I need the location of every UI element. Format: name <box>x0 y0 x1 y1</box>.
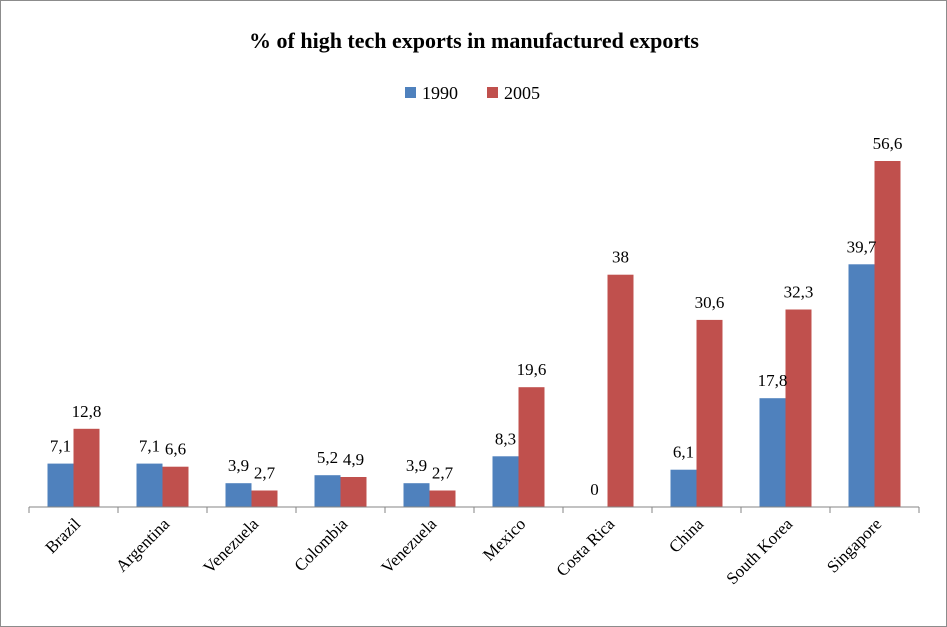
data-label-1990-colombia-3: 5,2 <box>317 448 338 467</box>
x-axis-tick-labels: Brazil Argentina Venezuela Colombia Venezuel… <box>42 514 886 588</box>
x-tick-label-china-7: China <box>665 514 707 556</box>
bar-2005-costa-rica-6 <box>607 274 634 507</box>
data-labels-group: 7,112,87,1 6,63,9 2,75,2 4,9 3,9 2,78,319,603… <box>50 134 903 499</box>
legend-label-2005: 2005 <box>504 83 540 103</box>
bars-group <box>47 161 901 507</box>
bar-1990-china-7 <box>670 469 697 507</box>
bar-2005-brazil-0 <box>73 428 100 507</box>
data-label-1990-south-korea-8: 17,8 <box>758 371 788 390</box>
x-tick-label-argentina-1: Argentina <box>112 514 174 576</box>
bar-2005-colombia-3 <box>340 477 367 507</box>
data-label-1990-mexico-5: 8,3 <box>495 429 516 448</box>
x-tick-label-costa-rica-6: Costa Rica <box>552 514 618 580</box>
data-label-1990-costa-rica-6: 0 <box>590 480 599 499</box>
bar-2005-china-7 <box>696 319 723 507</box>
bar-1990-colombia-3 <box>314 475 341 507</box>
bar-1990-venezuela-2 <box>225 483 252 507</box>
x-tick-label-venezuela-2: Venezuela <box>200 514 263 577</box>
data-label-2005-colombia-3: 4,9 <box>343 450 364 469</box>
legend: 1990 2005 <box>405 83 540 103</box>
data-label-1990-singapore-9: 39,7 <box>847 237 877 256</box>
data-label-2005-singapore-9: 56,6 <box>873 134 903 153</box>
data-label-1990-brazil-0: 7,1 <box>50 437 71 456</box>
data-label-1990-argentina-1: 7,1 <box>139 437 160 456</box>
data-label-1990-venezuela-2: 3,9 <box>228 456 249 475</box>
x-tick-label-venezuela-4: Venezuela <box>378 514 441 577</box>
bar-1990-venezuela-4 <box>403 483 430 507</box>
bar-1990-singapore-9 <box>848 264 875 507</box>
x-tick-label-mexico-5: Mexico <box>479 514 529 564</box>
data-label-2005-south-korea-8: 32,3 <box>784 283 814 302</box>
chart-title: % of high tech exports in manufactured e… <box>249 28 699 53</box>
bar-2005-south-korea-8 <box>785 309 812 507</box>
legend-label-1990: 1990 <box>422 83 458 103</box>
bar-1990-south-korea-8 <box>759 398 786 507</box>
bar-1990-brazil-0 <box>47 463 74 507</box>
x-tick-label-colombia-3: Colombia <box>290 514 351 575</box>
x-tick-label-south-korea-8: South Korea <box>722 514 796 588</box>
bar-2005-argentina-1 <box>162 466 189 507</box>
data-label-1990-china-7: 6,1 <box>673 443 694 462</box>
bar-2005-venezuela-4 <box>429 490 456 507</box>
bar-2005-singapore-9 <box>874 161 901 507</box>
bar-2005-venezuela-2 <box>251 490 278 507</box>
data-label-1990-venezuela-4: 3,9 <box>406 456 427 475</box>
data-label-2005-brazil-0: 12,8 <box>72 402 102 421</box>
bar-2005-mexico-5 <box>518 387 545 507</box>
data-label-2005-mexico-5: 19,6 <box>517 360 547 379</box>
x-axis-ticks <box>28 507 920 513</box>
x-tick-label-singapore-9: Singapore <box>823 514 885 576</box>
data-label-2005-china-7: 30,6 <box>695 293 725 312</box>
data-label-2005-venezuela-4: 2,7 <box>432 464 454 483</box>
data-label-2005-venezuela-2: 2,7 <box>254 464 276 483</box>
data-label-2005-argentina-1: 6,6 <box>165 440 186 459</box>
x-tick-label-brazil-0: Brazil <box>42 514 85 557</box>
data-label-2005-costa-rica-6: 38 <box>612 248 629 267</box>
legend-swatch-1990 <box>405 87 416 98</box>
bar-1990-mexico-5 <box>492 456 519 507</box>
bar-1990-argentina-1 <box>136 463 163 507</box>
legend-swatch-2005 <box>487 87 498 98</box>
